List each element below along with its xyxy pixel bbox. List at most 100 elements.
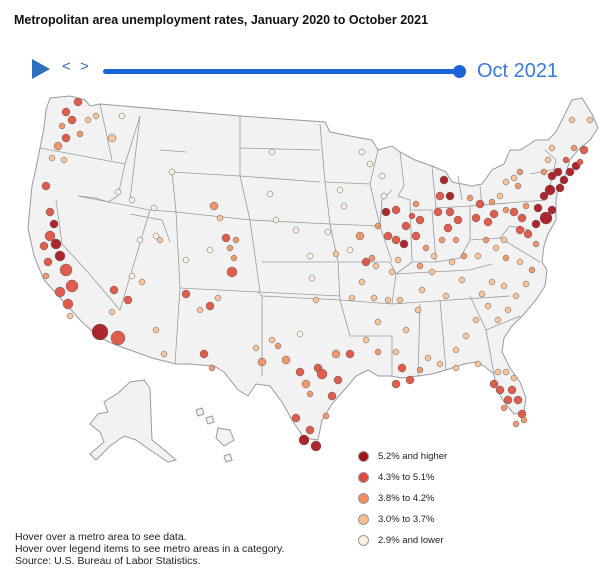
metro-area-marker[interactable] xyxy=(460,252,468,260)
metro-area-marker[interactable] xyxy=(414,306,422,314)
metro-area-marker[interactable] xyxy=(433,207,443,217)
metro-area-marker[interactable] xyxy=(559,175,569,185)
metro-area-marker[interactable] xyxy=(565,167,575,177)
metro-area-marker[interactable] xyxy=(402,326,410,334)
timeline-slider-handle[interactable] xyxy=(453,65,466,78)
metro-area-marker[interactable] xyxy=(517,409,527,419)
metro-area-marker[interactable] xyxy=(381,207,391,217)
metro-area-marker[interactable] xyxy=(49,219,59,229)
metro-area-marker[interactable] xyxy=(439,175,449,185)
metro-area-marker[interactable] xyxy=(308,274,316,282)
metro-area-marker[interactable] xyxy=(516,168,524,176)
metro-area-marker[interactable] xyxy=(108,308,116,316)
metro-area-marker[interactable] xyxy=(494,316,502,324)
metro-area-marker[interactable] xyxy=(416,366,424,374)
metro-area-marker[interactable] xyxy=(539,211,553,225)
metro-area-marker[interactable] xyxy=(332,250,340,258)
metro-area-marker[interactable] xyxy=(488,278,496,286)
metro-area-marker[interactable] xyxy=(292,226,300,234)
metro-area-marker[interactable] xyxy=(362,336,370,344)
metro-area-marker[interactable] xyxy=(512,292,520,300)
metro-area-marker[interactable] xyxy=(209,201,219,211)
metro-area-marker[interactable] xyxy=(555,183,565,193)
metro-area-marker[interactable] xyxy=(58,122,66,130)
metro-area-marker[interactable] xyxy=(494,368,502,376)
metro-area-marker[interactable] xyxy=(45,207,55,217)
metro-area-marker[interactable] xyxy=(531,219,541,229)
metro-area-marker[interactable] xyxy=(214,294,222,302)
legend-item-2-9-and-lower[interactable]: 2.9% and lower xyxy=(358,530,447,551)
metro-area-marker[interactable] xyxy=(232,236,240,244)
metro-area-marker[interactable] xyxy=(399,239,409,249)
metro-area-marker[interactable] xyxy=(230,254,238,262)
metro-area-marker[interactable] xyxy=(136,236,144,244)
metro-area-marker[interactable] xyxy=(152,232,160,240)
metro-area-marker[interactable] xyxy=(150,204,158,212)
metro-area-marker[interactable] xyxy=(445,191,455,201)
metro-area-marker[interactable] xyxy=(168,168,176,176)
metro-area-marker[interactable] xyxy=(500,404,508,412)
metro-area-marker[interactable] xyxy=(109,285,119,295)
metro-area-marker[interactable] xyxy=(522,202,530,210)
metro-area-marker[interactable] xyxy=(268,336,276,344)
metro-area-marker[interactable] xyxy=(391,235,401,245)
metro-area-marker[interactable] xyxy=(547,171,557,181)
metro-area-marker[interactable] xyxy=(570,144,578,152)
metro-area-marker[interactable] xyxy=(453,215,463,225)
metro-area-marker[interactable] xyxy=(411,231,421,241)
metro-area-marker[interactable] xyxy=(118,112,126,120)
metro-area-marker[interactable] xyxy=(478,290,486,298)
metro-area-marker[interactable] xyxy=(443,223,453,233)
metro-area-marker[interactable] xyxy=(586,116,594,124)
metro-area-marker[interactable] xyxy=(502,254,510,262)
metro-area-marker[interactable] xyxy=(539,191,549,201)
metro-area-marker[interactable] xyxy=(548,144,556,152)
metro-area-marker[interactable] xyxy=(152,326,160,334)
metro-area-marker[interactable] xyxy=(474,252,482,260)
metro-area-marker[interactable] xyxy=(568,116,576,124)
metro-area-marker[interactable] xyxy=(138,278,146,286)
metro-area-marker[interactable] xyxy=(358,148,366,156)
metro-area-marker[interactable] xyxy=(510,374,518,382)
metro-area-marker[interactable] xyxy=(492,244,500,252)
metro-area-marker[interactable] xyxy=(547,205,557,215)
metro-area-marker[interactable] xyxy=(394,256,402,264)
metro-area-marker[interactable] xyxy=(156,236,164,244)
metro-area-marker[interactable] xyxy=(504,306,512,314)
metro-area-marker[interactable] xyxy=(128,196,136,204)
metro-area-marker[interactable] xyxy=(324,228,332,236)
metro-area-marker[interactable] xyxy=(495,385,505,395)
metro-area-marker[interactable] xyxy=(54,286,66,298)
metro-area-marker[interactable] xyxy=(361,257,371,267)
metro-area-marker[interactable] xyxy=(523,229,533,239)
legend-item-3-8-to-4-2[interactable]: 3.8% to 4.2% xyxy=(358,488,447,509)
metro-area-marker[interactable] xyxy=(340,202,348,210)
metro-area-marker[interactable] xyxy=(221,233,231,243)
metro-area-marker[interactable] xyxy=(216,214,224,222)
metro-area-marker[interactable] xyxy=(41,181,51,191)
metro-area-marker[interactable] xyxy=(76,130,84,138)
metro-area-marker[interactable] xyxy=(61,107,71,117)
metro-area-marker[interactable] xyxy=(502,178,510,186)
metro-area-marker[interactable] xyxy=(471,213,481,223)
metro-area-marker[interactable] xyxy=(412,200,420,208)
metro-area-marker[interactable] xyxy=(496,192,504,200)
metro-area-marker[interactable] xyxy=(128,272,136,280)
metro-area-marker[interactable] xyxy=(474,360,482,368)
metro-area-marker[interactable] xyxy=(268,148,276,156)
metro-area-marker[interactable] xyxy=(281,355,291,365)
metro-area-marker[interactable] xyxy=(401,221,411,231)
metro-area-marker[interactable] xyxy=(452,236,460,244)
metro-area-marker[interactable] xyxy=(205,301,215,311)
metro-area-marker[interactable] xyxy=(366,160,374,168)
metro-area-marker[interactable] xyxy=(346,246,354,254)
metro-area-marker[interactable] xyxy=(305,425,315,435)
metro-area-marker[interactable] xyxy=(306,390,314,398)
metro-area-marker[interactable] xyxy=(472,316,480,324)
metro-area-marker[interactable] xyxy=(502,368,510,376)
play-icon[interactable] xyxy=(30,58,52,80)
metro-area-marker[interactable] xyxy=(576,158,584,166)
metro-area-marker[interactable] xyxy=(458,276,466,284)
metro-area-marker[interactable] xyxy=(123,295,133,305)
metro-area-marker[interactable] xyxy=(336,186,344,194)
